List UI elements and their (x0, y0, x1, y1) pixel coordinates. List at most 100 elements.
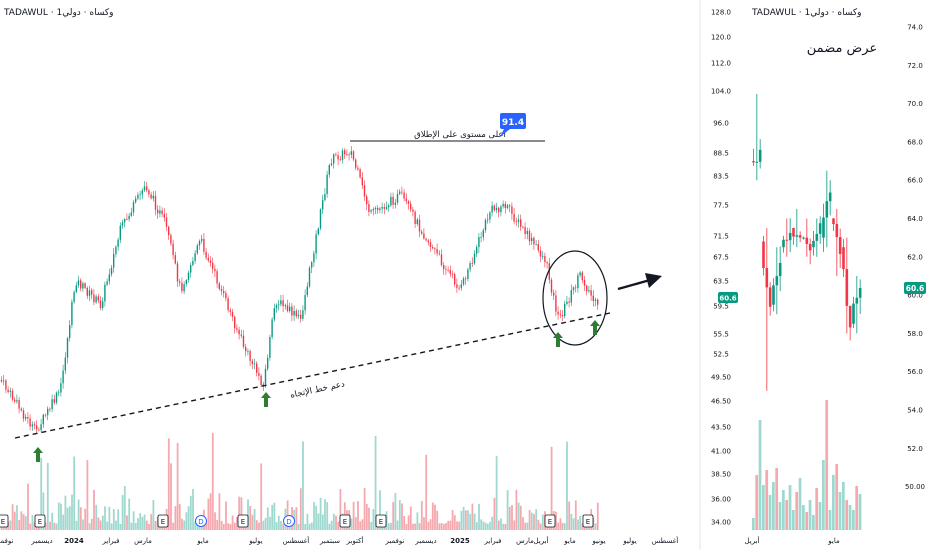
main-candle (429, 242, 432, 248)
zoom-volume-bar (835, 464, 839, 530)
main-candles (0, 146, 599, 434)
main-candle (77, 280, 80, 286)
main-candle (104, 284, 106, 302)
main-volume-bar (249, 505, 252, 530)
main-candle (388, 205, 390, 208)
main-volume-bar (115, 520, 117, 530)
main-volume-bar (445, 523, 447, 530)
main-candle (80, 280, 82, 289)
main-volume-bar (566, 441, 568, 530)
zoom-right-tick: 60.0 (907, 292, 923, 300)
earnings-marker[interactable] (582, 514, 594, 528)
main-candle (71, 301, 73, 326)
main-volume-bar (379, 490, 381, 530)
zoom-right-tick: 56.0 (907, 368, 923, 376)
main-volume-bar (297, 523, 300, 530)
main-candle (577, 275, 579, 289)
main-candle (58, 392, 60, 394)
main-volume-bar (374, 436, 377, 530)
main-candle (190, 265, 192, 273)
earnings-marker[interactable] (157, 514, 169, 528)
main-candle (480, 237, 482, 238)
main-volume-bar (519, 505, 522, 530)
main-candle (401, 191, 403, 193)
zoom-right-tick: 58.0 (907, 330, 923, 338)
main-volume-bar (145, 520, 148, 530)
main-candle (187, 272, 190, 280)
main-volume-bar (324, 499, 326, 530)
earnings-marker[interactable] (375, 514, 387, 528)
earnings-marker[interactable] (544, 514, 556, 528)
main-volume-bar (416, 512, 419, 530)
main-candle (115, 246, 117, 254)
main-candle (357, 167, 359, 170)
main-volume-bar (533, 514, 535, 530)
ath-badge-pointer (500, 129, 510, 137)
dividend-marker[interactable] (195, 515, 207, 527)
zoom-left-tick: 52.5 (713, 351, 729, 359)
main-candle (421, 231, 423, 234)
main-volume-bar (550, 446, 553, 530)
main-candle (196, 245, 198, 254)
main-candle (102, 301, 104, 308)
main-candle (95, 296, 97, 303)
main-x-axis: نوفمبر ديسمبر 2024 فبراير مارس مايو يوليو أغسطس… (0, 536, 678, 545)
main-volume-bar (429, 519, 432, 530)
main-volume-bar (350, 518, 353, 530)
zoom-volume-bar (788, 485, 792, 530)
support-arrows (33, 320, 600, 462)
main-chart[interactable]: TADAWUL · وكساه · دولي1 أعلى مستوى على ا… (0, 8, 678, 545)
zoom-left-axis: 128.0 120.0 112.0 104.0 96.0 88.5 83.5 77.5 71.5… (711, 9, 731, 527)
zoom-volume-bar (812, 515, 815, 530)
main-volume-bar (409, 506, 412, 530)
main-volume-bar (504, 523, 507, 530)
zoom-chart[interactable]: TADAWUL · وكساه · دولي1 عرض مضمن 128.012… (711, 8, 926, 545)
zoom-left-tick: 41.00 (711, 448, 731, 456)
earnings-marker[interactable] (339, 514, 351, 528)
main-x-label: أغسطس (283, 536, 310, 545)
main-volume-bar (77, 499, 80, 530)
zoom-left-badge-box (718, 292, 738, 303)
zoom-candle (812, 240, 815, 248)
main-candle (20, 408, 22, 411)
earnings-marker[interactable] (34, 514, 46, 528)
zoom-volume-bar (765, 470, 769, 530)
main-volume-bar (73, 456, 76, 530)
dividend-marker[interactable] (283, 515, 295, 527)
pointer-arrow-shaft (617, 278, 651, 291)
earnings-marker[interactable] (237, 514, 249, 528)
zoom-volume-bar (842, 482, 845, 530)
main-candle (324, 194, 326, 201)
main-candle (119, 225, 121, 240)
main-candle (251, 360, 253, 364)
main-volume-bar (150, 514, 153, 530)
main-volume-bar (225, 501, 227, 530)
main-volume-bar (42, 492, 45, 530)
main-candle (370, 210, 372, 212)
main-candle (511, 206, 513, 214)
main-candle (282, 300, 284, 307)
main-candle (350, 151, 352, 155)
main-candle (531, 237, 533, 242)
zoom-volume-bar (852, 510, 855, 530)
zoom-right-badge-box (904, 282, 926, 294)
main-candle (291, 306, 293, 316)
main-volume-bar (495, 456, 498, 530)
main-volume-bar (205, 522, 208, 530)
earnings-marker[interactable] (0, 514, 9, 528)
main-volume-bar (500, 518, 502, 530)
main-volume-bar (71, 494, 73, 530)
main-candle (234, 316, 236, 329)
main-volume-bar (11, 504, 14, 530)
main-volume-bar (264, 517, 267, 530)
main-candle (36, 425, 38, 430)
main-volume-bar (251, 514, 254, 530)
main-volume-bar (308, 523, 311, 530)
zoom-volume-bar (818, 502, 822, 530)
main-candle (583, 279, 586, 286)
zoom-left-tick: 96.0 (713, 120, 729, 128)
main-candle (394, 202, 396, 205)
main-volume-bar (137, 518, 139, 530)
zoom-candle (762, 241, 765, 269)
main-candle (148, 190, 150, 195)
